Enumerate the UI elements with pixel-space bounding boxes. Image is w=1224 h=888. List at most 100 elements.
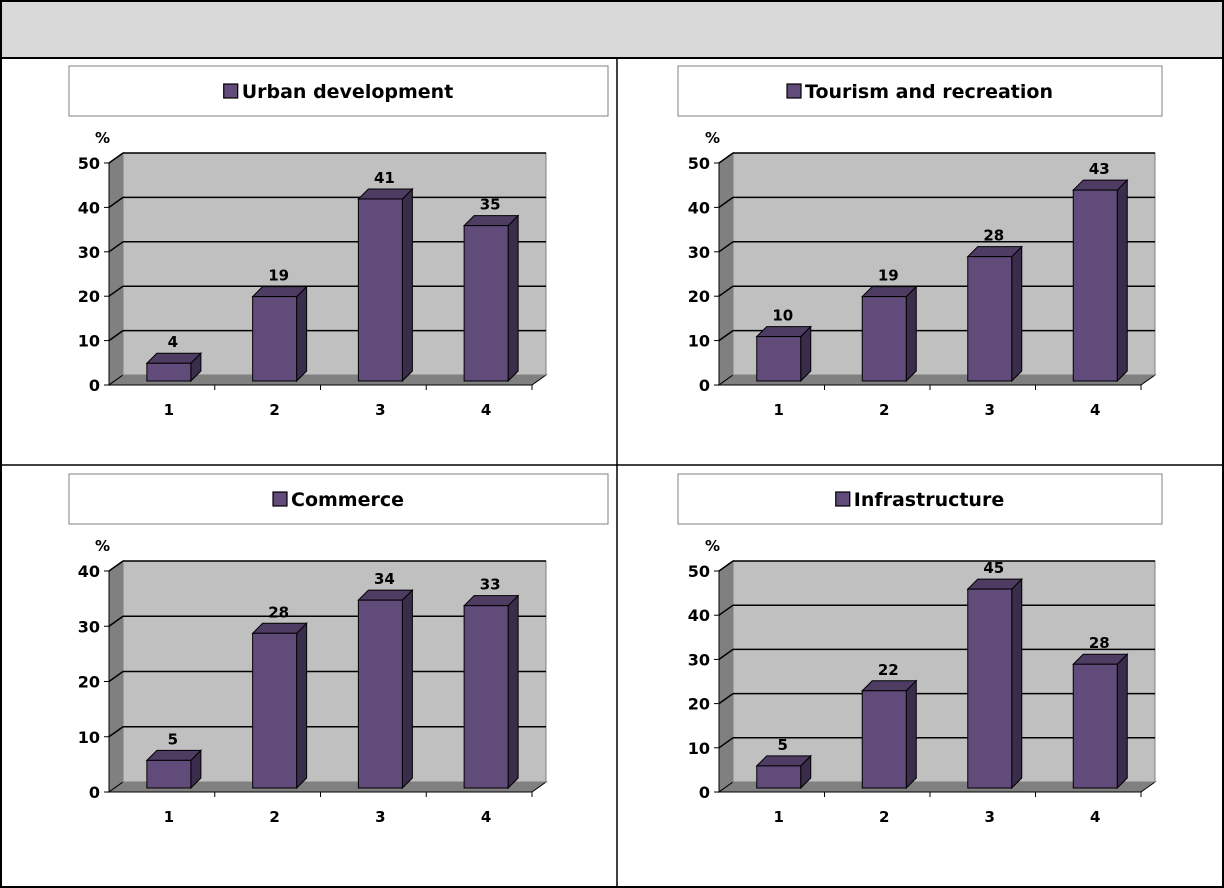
- bar: [967, 256, 1013, 382]
- bar-top: [357, 589, 414, 601]
- y-tick-label: 40: [688, 606, 710, 625]
- bar-side: [296, 622, 308, 790]
- data-label: 33: [480, 576, 501, 594]
- table-border: [0, 57, 1224, 888]
- plot-side-wall: [718, 560, 734, 793]
- gridline-side: [108, 615, 124, 627]
- data-label: 5: [778, 736, 788, 754]
- gridline-side: [108, 329, 124, 342]
- y-tick-label: 0: [89, 783, 100, 802]
- legend-swatch: [272, 491, 288, 507]
- x-tick-label: 2: [879, 401, 889, 419]
- x-tick-label: 3: [375, 808, 385, 826]
- bar-side: [1011, 245, 1023, 383]
- bar-top: [462, 215, 520, 227]
- data-label: 5: [168, 730, 178, 748]
- y-tick-label: 20: [688, 695, 710, 714]
- gridline-side: [108, 196, 124, 209]
- gridline-side: [718, 152, 734, 164]
- legend-label: Commerce: [291, 489, 404, 511]
- data-label: 22: [878, 661, 899, 679]
- unit-label: %: [95, 129, 110, 147]
- x-tick-label: 4: [1090, 401, 1100, 419]
- x-tick-label: 1: [774, 808, 784, 826]
- y-tick-label: 50: [688, 562, 710, 581]
- y-tick-label: 30: [78, 617, 100, 636]
- y-tick-label: 10: [688, 739, 710, 758]
- bar-top: [462, 595, 520, 607]
- data-label: 28: [1089, 634, 1110, 652]
- gridline-side: [108, 285, 124, 297]
- plot-side-wall: [108, 152, 124, 386]
- bar-top: [357, 188, 414, 200]
- bar-side: [296, 285, 308, 383]
- bar-side: [905, 285, 917, 383]
- y-tick-label: 40: [78, 198, 100, 217]
- gridline-side: [718, 692, 734, 705]
- gridline-side: [718, 196, 734, 209]
- gridline-side: [108, 152, 124, 164]
- y-tick-label: 20: [688, 287, 710, 306]
- data-label: 10: [772, 307, 793, 325]
- x-tick-label: 1: [164, 401, 174, 419]
- data-label: 43: [1089, 160, 1110, 178]
- legend-swatch: [223, 83, 239, 99]
- y-tick-label: 40: [78, 562, 100, 581]
- data-label: 28: [268, 603, 289, 621]
- bar-top: [1072, 653, 1129, 665]
- data-label: 4: [168, 333, 178, 351]
- data-label: 19: [268, 267, 289, 285]
- y-tick-label: 40: [688, 198, 710, 217]
- bar: [463, 225, 509, 382]
- legend-label: Infrastructure: [854, 489, 1004, 511]
- bar-top: [861, 286, 918, 298]
- y-tick-label: 0: [699, 376, 710, 395]
- gridline-side: [718, 648, 734, 661]
- bar-top: [251, 622, 308, 634]
- x-tick-label: 1: [774, 401, 784, 419]
- gridline-side: [108, 241, 124, 253]
- header-band: [0, 0, 1224, 59]
- y-tick-label: 30: [688, 650, 710, 669]
- legend-box: [677, 65, 1163, 117]
- bar-side: [1116, 653, 1128, 790]
- bar: [756, 765, 802, 789]
- bar-side: [507, 594, 519, 790]
- gridline-side: [718, 737, 734, 749]
- x-tick-label: 4: [481, 808, 491, 826]
- x-tick-label: 2: [269, 401, 279, 419]
- bar-top: [145, 352, 203, 364]
- bar-top: [861, 680, 918, 692]
- x-tick-label: 3: [985, 808, 995, 826]
- unit-label: %: [95, 537, 110, 555]
- data-label: 41: [374, 169, 395, 187]
- y-tick-label: 30: [688, 243, 710, 262]
- bar: [756, 336, 802, 382]
- bar-side: [507, 214, 519, 383]
- gridline-side: [718, 241, 734, 253]
- bar: [1072, 189, 1118, 382]
- x-tick-label: 1: [164, 808, 174, 826]
- legend-box: [68, 473, 609, 525]
- bar-side: [1116, 178, 1128, 383]
- y-tick-label: 10: [688, 332, 710, 351]
- bar-side: [401, 187, 413, 383]
- bar-side: [401, 588, 413, 790]
- data-label: 19: [878, 267, 899, 285]
- unit-label: %: [705, 129, 720, 147]
- legend-label: Tourism and recreation: [805, 81, 1053, 103]
- legend-box: [68, 65, 609, 117]
- y-tick-label: 50: [688, 154, 710, 173]
- legend-label: Urban development: [242, 81, 454, 103]
- bar-side: [1011, 577, 1023, 790]
- x-tick-label: 3: [985, 401, 995, 419]
- bar-top: [966, 246, 1023, 258]
- bar: [146, 759, 192, 789]
- data-label: 35: [480, 196, 501, 214]
- x-tick-label: 4: [481, 401, 491, 419]
- y-tick-label: 50: [78, 154, 100, 173]
- legend-box: [677, 473, 1163, 525]
